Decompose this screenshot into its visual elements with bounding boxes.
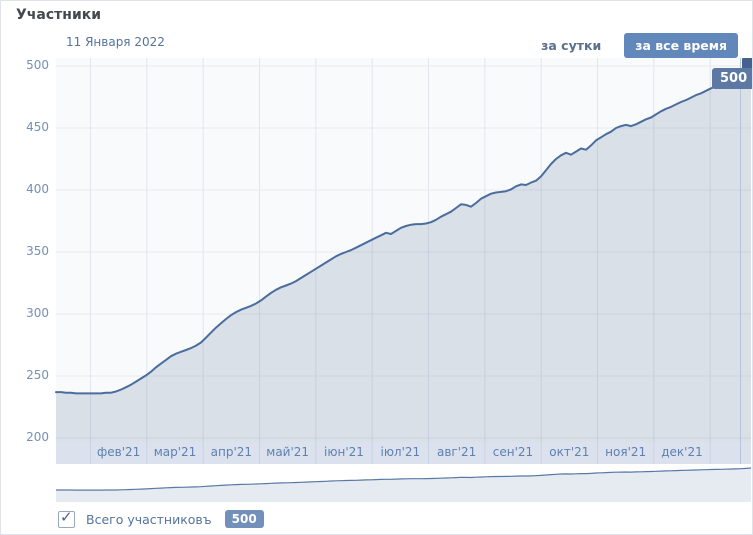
y-axis-label: 450 (26, 120, 49, 134)
range-button-alltime[interactable]: за все время (624, 33, 738, 58)
range-toggle: за сутки за все время (530, 33, 738, 58)
x-axis-label: іюн'21 (324, 445, 364, 459)
y-axis-label: 250 (26, 368, 49, 382)
x-axis-label: іюл'21 (380, 445, 421, 459)
y-axis-label: 400 (26, 182, 49, 196)
x-axis-label: дек'21 (661, 445, 703, 459)
page-title: Участники (16, 7, 102, 23)
point-tooltip: 500 (712, 68, 752, 89)
x-axis-label: мар'21 (153, 445, 197, 459)
check-icon: ✓ (60, 507, 73, 526)
range-button-day[interactable]: за сутки (541, 38, 602, 53)
x-axis-label: апр'21 (210, 445, 253, 459)
legend-label[interactable]: Всего участниковъ (86, 511, 212, 527)
x-axis-label: окт'21 (549, 445, 590, 459)
y-axis-label: 300 (26, 306, 49, 320)
y-axis-label: 350 (26, 244, 49, 258)
legend-value-badge: 500 (224, 510, 264, 528)
x-axis-label: май'21 (266, 445, 310, 459)
x-axis-label: фев'21 (97, 445, 141, 459)
x-axis-label: авг'21 (437, 445, 477, 459)
legend-row[interactable]: ✓ Всего участниковъ 500 (58, 507, 264, 528)
series-checkbox[interactable]: ✓ (58, 507, 75, 528)
x-axis-label: ноя'21 (605, 445, 647, 459)
hovered-date-label: 11 Января 2022 (66, 35, 165, 49)
y-axis-label: 200 (26, 430, 49, 444)
y-axis-label: 500 (26, 58, 49, 72)
x-axis-label: сен'21 (492, 445, 534, 459)
